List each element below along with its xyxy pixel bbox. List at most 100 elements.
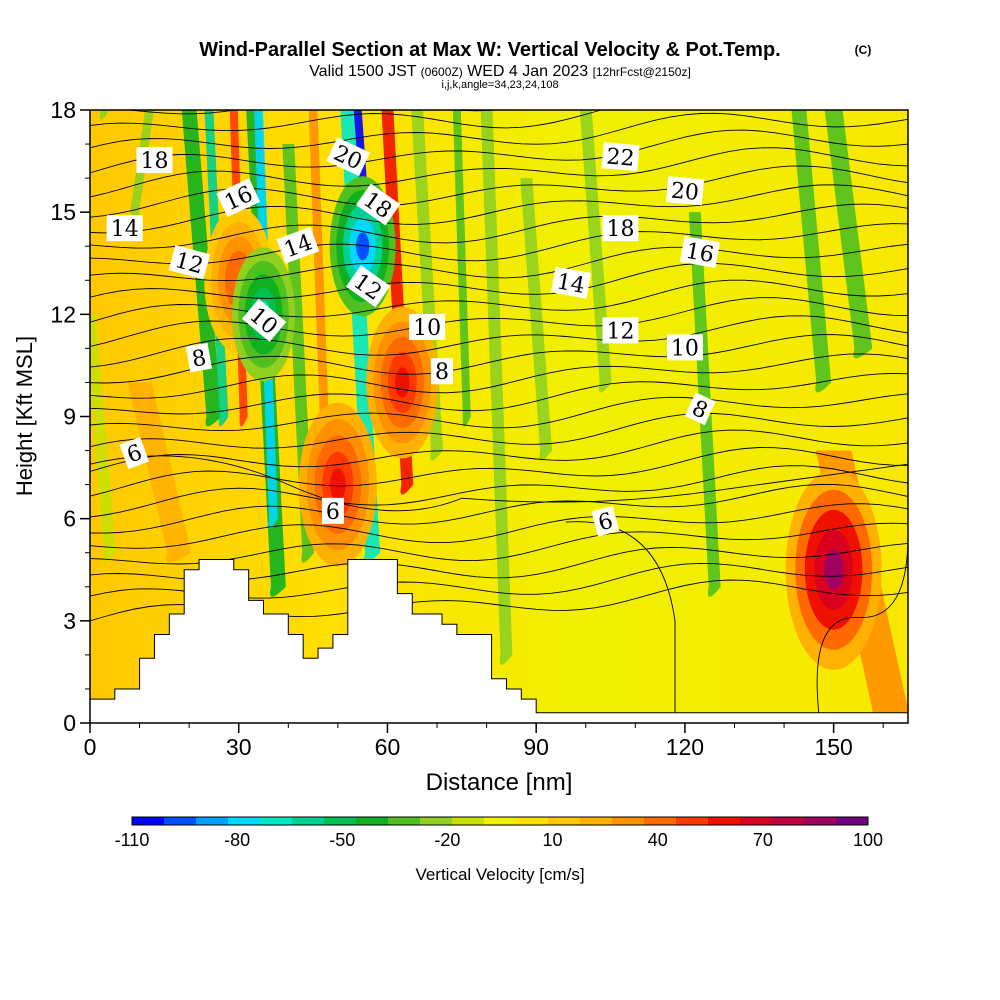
isentrope-line [90, 353, 908, 399]
contour-label: 18 [602, 215, 639, 242]
colorbar-swatch [740, 817, 773, 825]
contour-label-box [355, 183, 401, 226]
colorbar-swatch [260, 817, 293, 825]
colorbar-tick-label: 40 [648, 830, 668, 850]
contour-label-box [276, 226, 320, 264]
contour-label-text: 8 [190, 346, 208, 373]
colorbar-swatch [164, 817, 197, 825]
contour-label-text: 18 [140, 149, 168, 174]
colorbar-tick-label: -20 [434, 830, 460, 850]
isentrope-line [816, 535, 908, 713]
isentrope-line [90, 393, 908, 432]
contour-label-box [216, 178, 261, 218]
contour-label: 6 [119, 437, 150, 469]
contour-label-text: 22 [605, 145, 635, 172]
contour-label: 10 [666, 334, 703, 361]
y-tick-label: 15 [50, 199, 76, 225]
colorbar-swatch [580, 817, 613, 825]
contour-label-text: 12 [606, 319, 634, 344]
contour-label: 20 [665, 176, 705, 206]
chart-title: Wind-Parallel Section at Max W: Vertical… [199, 39, 780, 61]
contour-label-text: 18 [606, 217, 634, 242]
x-tick-label: 120 [666, 734, 704, 760]
contour-label-box [591, 505, 620, 537]
velocity-band [824, 110, 873, 359]
velocity-band [127, 382, 192, 563]
isentrope-line [90, 203, 908, 249]
contour-label: 10 [409, 313, 446, 341]
colorbar-swatch [708, 817, 741, 825]
colorbar-label: Vertical Velocity [cm/s] [415, 865, 584, 884]
y-tick-label: 6 [63, 506, 76, 532]
colorbar-swatch [548, 817, 581, 825]
isentrope-line [90, 429, 908, 472]
velocity-band [452, 110, 471, 427]
colorbar-tick-label: 100 [853, 830, 883, 850]
contour-label: 18 [136, 147, 173, 174]
y-tick-label: 18 [50, 97, 76, 123]
colorbar-tick-label: 10 [543, 830, 563, 850]
velocity-band [480, 110, 513, 665]
colorbar-swatch [420, 817, 453, 825]
contour-label-box [601, 142, 640, 172]
isentrope-line [90, 129, 908, 174]
colorbar-swatch [644, 817, 677, 825]
updraft-cell [824, 549, 844, 590]
contour-label-box [602, 317, 639, 344]
contour-label-box [666, 334, 703, 361]
colorbar-swatch [772, 817, 805, 825]
x-tick-label: 150 [814, 734, 852, 760]
colorbar-swatch [324, 817, 357, 825]
y-tick-label: 12 [50, 301, 76, 327]
updraft-cell [395, 367, 410, 398]
isentrope-line [90, 112, 908, 149]
contour-label: 14 [551, 266, 592, 299]
contour-label: 22 [601, 142, 640, 172]
colorbar-swatch [836, 817, 869, 825]
isentrope-line [90, 223, 908, 265]
forecast-info: [12hrFcst@2150z] [593, 65, 691, 79]
colorbar: -110 -80 -50 -20 10 40 70 100 [115, 816, 883, 850]
contour-label-box [409, 313, 446, 340]
contour-label-text: 8 [435, 360, 449, 385]
contour-label-box [430, 358, 453, 385]
contour-label-box [345, 265, 391, 308]
contour-label-box [136, 147, 173, 174]
isentrope-line [122, 110, 498, 115]
colorbar-swatch [196, 817, 229, 825]
contour-label-text: 6 [326, 500, 340, 525]
contour-label-box [185, 342, 212, 373]
isentrope-line [90, 243, 908, 282]
isentrope-line [90, 110, 603, 132]
x-tick-label: 0 [84, 734, 97, 760]
contour-label: 8 [430, 358, 453, 385]
contour-label-box [665, 176, 705, 206]
valid-date: WED 4 Jan 2023 [467, 63, 588, 80]
contour-label-box [326, 137, 371, 177]
colorbar-tick-label: -50 [329, 830, 355, 850]
contour-label-box [321, 497, 344, 524]
colorbar-swatch [388, 817, 421, 825]
y-tick-label: 9 [63, 404, 76, 430]
contour-label-box [602, 215, 639, 242]
colorbar-swatch [292, 817, 325, 825]
isentrope-line [90, 465, 908, 518]
y-axis-label: Height [Kft MSL] [12, 336, 37, 496]
contour-label: 8 [684, 392, 716, 426]
contour-label-box [106, 215, 143, 242]
velocity-band [791, 110, 832, 393]
isentrope-line [90, 262, 908, 299]
colorbar-tick-label: -80 [224, 830, 250, 850]
valid-time-utc: (0600Z) [421, 65, 463, 79]
colorbar-swatch [228, 817, 261, 825]
y-tick-label: 0 [63, 710, 76, 736]
contour-label-box [168, 245, 211, 280]
contour-label-text: 16 [684, 239, 716, 268]
axes: 0 30 60 90 120 150 0 3 6 9 12 15 18 [50, 97, 884, 760]
copyright-mark: (C) [855, 43, 872, 57]
isentrope-line [90, 412, 908, 449]
isentrope-line [90, 147, 908, 198]
contour-label: 12 [168, 245, 211, 280]
